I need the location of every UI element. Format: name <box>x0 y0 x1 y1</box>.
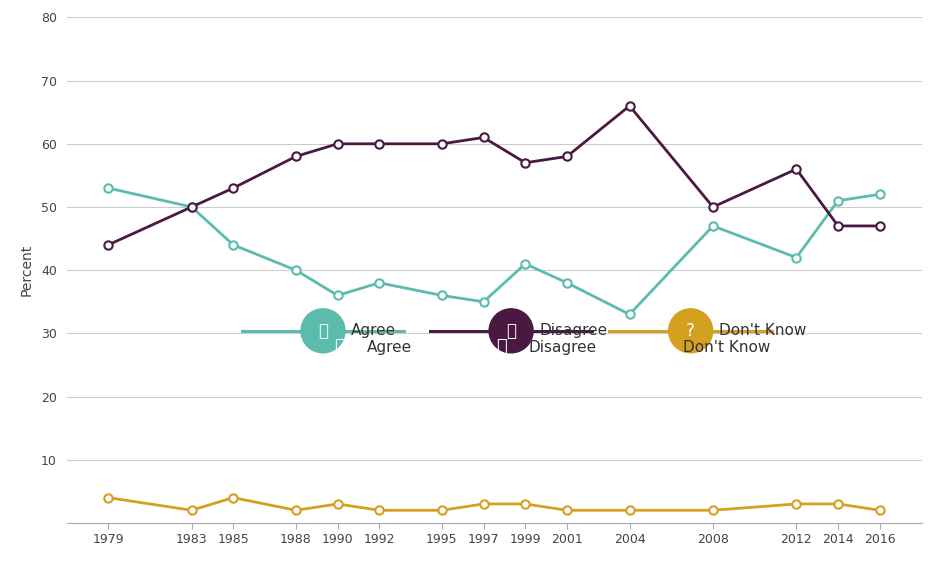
Text: ?: ? <box>652 338 661 356</box>
Text: Disagree: Disagree <box>539 323 607 338</box>
Text: Agree: Agree <box>367 339 411 354</box>
Text: Agree: Agree <box>351 323 396 338</box>
Text: 👍: 👍 <box>318 322 328 340</box>
Text: 👎: 👎 <box>496 338 507 356</box>
Text: Disagree: Disagree <box>528 339 597 354</box>
Y-axis label: Percent: Percent <box>20 244 34 296</box>
Text: 👎: 👎 <box>506 322 516 340</box>
Text: 👍: 👍 <box>334 338 345 356</box>
Text: Don't Know: Don't Know <box>718 323 806 338</box>
Text: Don't Know: Don't Know <box>683 339 770 354</box>
Text: ?: ? <box>686 322 695 340</box>
